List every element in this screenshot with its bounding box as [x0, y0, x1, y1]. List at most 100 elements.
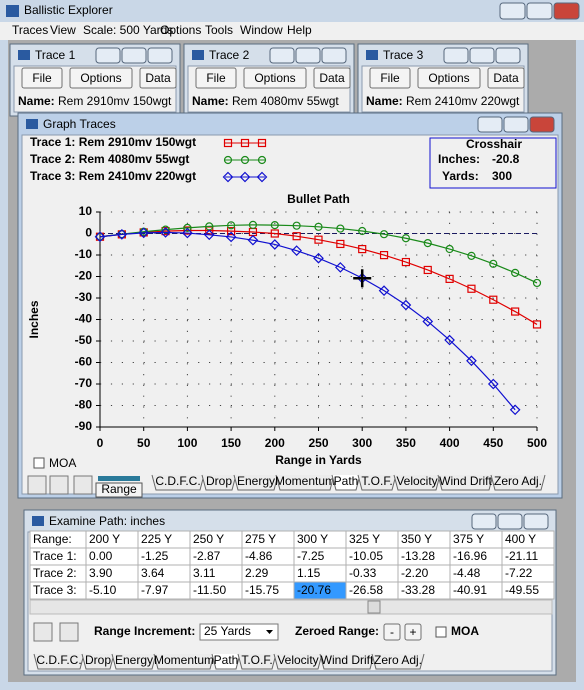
tab-label[interactable]: Path — [334, 474, 359, 488]
tab-label[interactable]: Energy — [237, 474, 275, 488]
table-value: -0.33 — [349, 566, 377, 580]
tab[interactable] — [371, 653, 425, 670]
toolbar-icon[interactable] — [27, 475, 47, 495]
tab-label[interactable]: T.O.F. — [241, 653, 272, 667]
tab-label[interactable]: Zero Adj. — [374, 653, 422, 667]
trace-button-label[interactable]: Data — [493, 71, 519, 85]
toolbar-icon[interactable] — [73, 475, 93, 495]
range-button-label[interactable]: Range — [101, 482, 137, 496]
plus-button[interactable] — [404, 623, 422, 641]
main-max-button[interactable] — [526, 2, 553, 20]
trace-button-label[interactable]: File — [380, 71, 400, 85]
tab-label[interactable]: Momentum — [275, 474, 335, 488]
tab[interactable] — [211, 653, 241, 670]
tab[interactable] — [393, 474, 441, 491]
trace-button[interactable] — [139, 67, 177, 89]
menu-item[interactable]: Help — [287, 23, 312, 37]
data-marker — [94, 231, 106, 243]
window-max-button[interactable] — [295, 47, 321, 64]
window-min-button[interactable] — [471, 513, 497, 530]
window-min-button[interactable] — [269, 47, 295, 64]
trace-button-label[interactable]: Options — [80, 71, 121, 85]
tab[interactable] — [151, 474, 205, 491]
menu-item[interactable]: Options — [160, 23, 201, 37]
tab[interactable] — [33, 653, 85, 670]
tab[interactable] — [357, 474, 397, 491]
tab[interactable] — [273, 653, 323, 670]
tab[interactable] — [490, 474, 546, 491]
tab[interactable] — [237, 653, 277, 670]
moa-checkbox[interactable] — [435, 626, 447, 638]
tab-label[interactable]: Drop — [85, 653, 111, 667]
trace-button[interactable] — [69, 67, 133, 89]
window-max-button[interactable] — [469, 47, 495, 64]
range-increment-select[interactable] — [199, 623, 279, 641]
window-min-button[interactable] — [477, 116, 503, 133]
range-button[interactable] — [95, 482, 143, 498]
trace-button-label[interactable]: File — [206, 71, 226, 85]
main-min-button[interactable] — [499, 2, 526, 20]
tab-label[interactable]: T.O.F. — [361, 474, 392, 488]
y-tick-label: -70 — [75, 376, 93, 390]
window-close-button[interactable] — [529, 116, 555, 133]
window-min-button[interactable] — [443, 47, 469, 64]
trace-button[interactable] — [21, 67, 63, 89]
tab-label[interactable]: C.D.F.C. — [36, 653, 81, 667]
tab-label[interactable]: Momentum — [154, 653, 214, 667]
tab[interactable] — [331, 474, 361, 491]
tab-label[interactable]: Velocity — [277, 653, 318, 667]
range-increment-value[interactable]: 25 Yards — [204, 624, 251, 638]
trace-button[interactable] — [243, 67, 307, 89]
window-max-button[interactable] — [121, 47, 147, 64]
moa-checkbox[interactable] — [33, 457, 45, 469]
trace-button[interactable] — [417, 67, 481, 89]
trace-button-label[interactable]: Data — [145, 71, 171, 85]
tab-label[interactable]: Wind Drift — [439, 474, 492, 488]
window-max-button[interactable] — [497, 513, 523, 530]
window-close-button[interactable] — [147, 47, 173, 64]
window-close-button[interactable] — [321, 47, 347, 64]
tab-label[interactable]: Zero Adj. — [494, 474, 542, 488]
trace-button[interactable] — [369, 67, 411, 89]
tab[interactable] — [201, 474, 237, 491]
tab-label[interactable]: Path — [214, 653, 239, 667]
toolbar-icon[interactable] — [49, 475, 69, 495]
tab-label[interactable]: Velocity — [396, 474, 437, 488]
window-close-button[interactable] — [523, 513, 549, 530]
toolbar-icon[interactable] — [33, 622, 53, 642]
tab[interactable] — [319, 653, 375, 670]
tab-label[interactable]: Wind Drift — [321, 653, 374, 667]
toolbar-icon[interactable] — [59, 622, 79, 642]
trace-button[interactable] — [195, 67, 237, 89]
tab[interactable] — [233, 474, 279, 491]
menu-item[interactable]: Tools — [205, 23, 233, 37]
trace-button-label[interactable]: Data — [319, 71, 345, 85]
trace-button-label[interactable]: Options — [428, 71, 469, 85]
plus-button-label[interactable]: + — [409, 625, 416, 639]
tab[interactable] — [437, 474, 494, 491]
window-close-button[interactable] — [495, 47, 521, 64]
window-max-button[interactable] — [503, 116, 529, 133]
scroll-thumb[interactable] — [367, 600, 381, 614]
tab[interactable] — [153, 653, 215, 670]
tab-label[interactable]: C.D.F.C. — [155, 474, 200, 488]
menu-item[interactable]: Window — [240, 23, 283, 37]
menu-item[interactable]: Traces — [12, 23, 48, 37]
data-marker — [247, 234, 259, 246]
tab[interactable] — [111, 653, 157, 670]
menu-item[interactable]: View — [50, 23, 76, 37]
minus-button-label[interactable]: - — [390, 625, 394, 639]
trace-button-label[interactable]: Options — [254, 71, 295, 85]
window-min-button[interactable] — [95, 47, 121, 64]
menu-item[interactable]: Scale: 500 Yards — [83, 23, 173, 37]
main-close-button[interactable] — [553, 2, 580, 20]
tab[interactable] — [275, 474, 335, 491]
trace-button[interactable] — [313, 67, 351, 89]
trace-button-label[interactable]: File — [32, 71, 52, 85]
trace-button[interactable] — [487, 67, 525, 89]
tab-label[interactable]: Energy — [115, 653, 153, 667]
tab-label[interactable]: Drop — [206, 474, 232, 488]
minus-button[interactable] — [383, 623, 401, 641]
tab[interactable] — [81, 653, 115, 670]
y-tick-label: 0 — [85, 226, 92, 240]
